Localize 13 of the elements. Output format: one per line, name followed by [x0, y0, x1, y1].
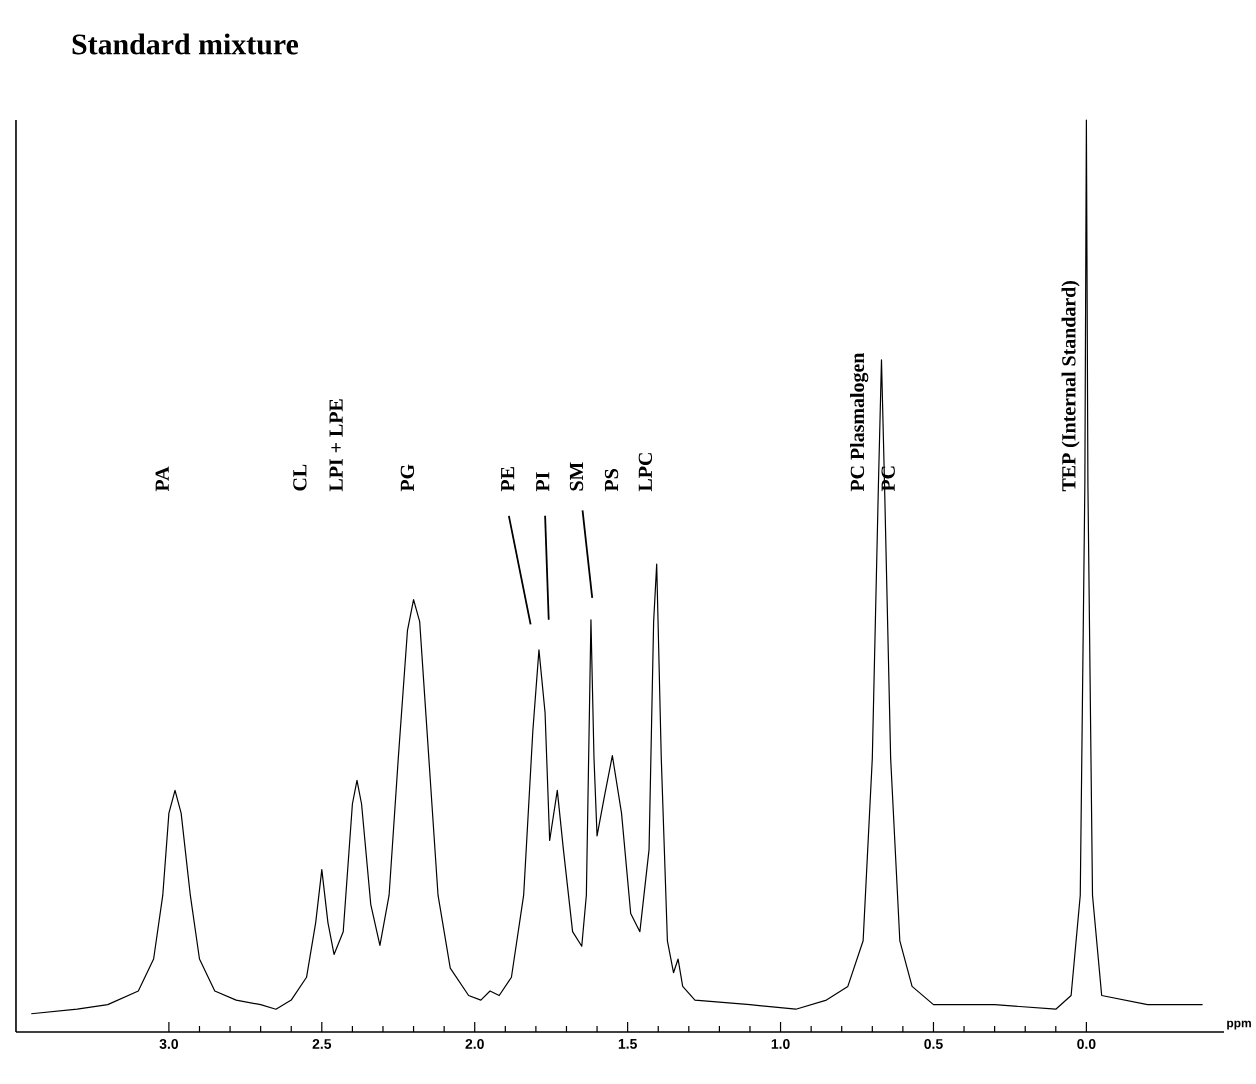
- annotation: PE: [501, 467, 515, 492]
- annotation: PS: [604, 469, 619, 492]
- annotation: PG: [400, 464, 415, 492]
- annotation: PI: [536, 472, 550, 492]
- annotation: TEP (Internal Standard): [1061, 280, 1080, 492]
- annotation: LPC: [638, 453, 653, 492]
- annotation: SM: [569, 462, 584, 491]
- annotation: PA: [155, 466, 169, 492]
- annotation: PC Plasmalogen: [850, 352, 869, 492]
- annotation: LPI + LPE: [329, 399, 343, 492]
- annotation: PC: [881, 466, 895, 492]
- chart-title: Standard mixture: [72, 33, 299, 55]
- annotation: CL: [293, 464, 307, 491]
